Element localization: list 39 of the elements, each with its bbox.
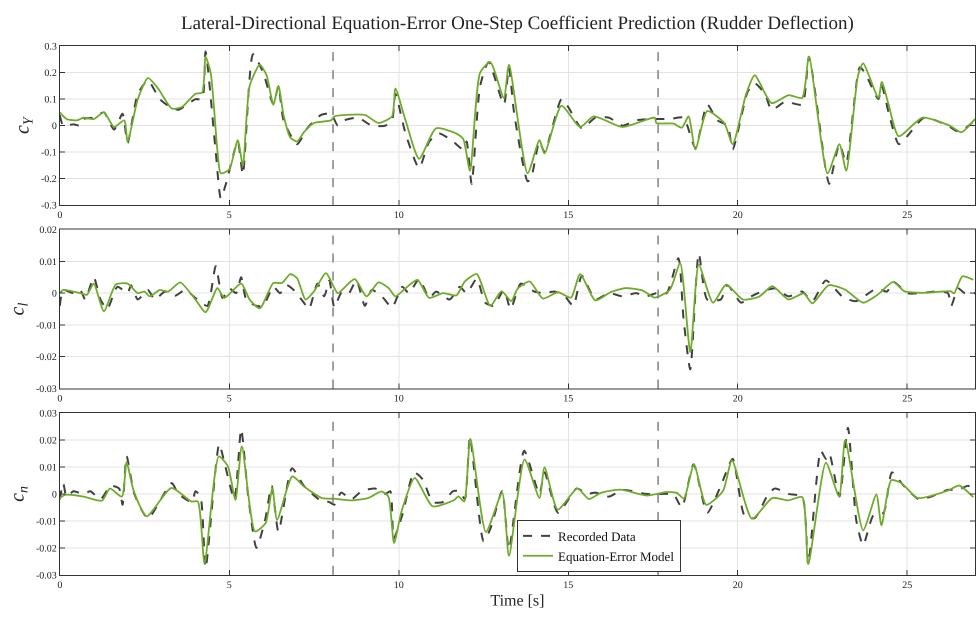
- x-tick-label: 15: [563, 393, 574, 404]
- y-tick-label: 0.01: [39, 256, 57, 268]
- y-tick-label: 0.01: [39, 462, 57, 474]
- x-tick-label: 15: [563, 580, 574, 591]
- x-tick-label: 25: [902, 393, 912, 404]
- y-tick-label: -0.02: [36, 352, 57, 364]
- y-tick-label: -0.1: [40, 148, 57, 159]
- x-tick-label: 25: [902, 210, 912, 222]
- x-tick-label: 15: [563, 210, 574, 222]
- chart-title: Lateral-Directional Equation-Error One-Step Coefficient Prediction (Rudder Deflection): [181, 13, 854, 34]
- x-tick-label: 10: [394, 393, 404, 404]
- x-tick-label: 20: [732, 210, 743, 222]
- x-tick-label: 5: [226, 393, 232, 404]
- x-tick-label: 20: [732, 580, 743, 591]
- y-tick-label: 0.02: [39, 435, 57, 446]
- y-tick-label: -0.2: [40, 174, 57, 186]
- x-tick-label: 5: [226, 210, 232, 222]
- x-tick-label: 20: [732, 393, 743, 404]
- x-axis-title: Time [s]: [490, 592, 544, 610]
- y-tick-label: -0.01: [36, 516, 57, 528]
- y-tick-label: 0: [52, 489, 57, 500]
- y-tick-label: -0.02: [36, 543, 57, 554]
- y-tick-label: -0.01: [36, 320, 57, 332]
- y-tick-label: 0.2: [44, 68, 57, 80]
- y-tick-label: 0.3: [44, 42, 57, 53]
- legend-label: Equation-Error Model: [558, 548, 674, 564]
- y-tick-label: 0.1: [44, 94, 57, 106]
- x-tick-label: 10: [394, 580, 404, 591]
- y-tick-label: 0: [52, 121, 57, 132]
- y-tick-label: -0.03: [36, 384, 57, 395]
- y-tick-label: 0.02: [39, 225, 57, 236]
- x-tick-label: 5: [226, 580, 232, 591]
- legend-label: Recorded Data: [558, 528, 636, 544]
- x-tick-label: 10: [394, 210, 404, 222]
- y-tick-label: 0: [52, 288, 57, 300]
- y-tick-label: -0.3: [40, 200, 57, 212]
- y-tick-label: -0.03: [36, 570, 57, 582]
- x-tick-label: 25: [902, 580, 912, 591]
- y-tick-label: 0.03: [39, 408, 57, 420]
